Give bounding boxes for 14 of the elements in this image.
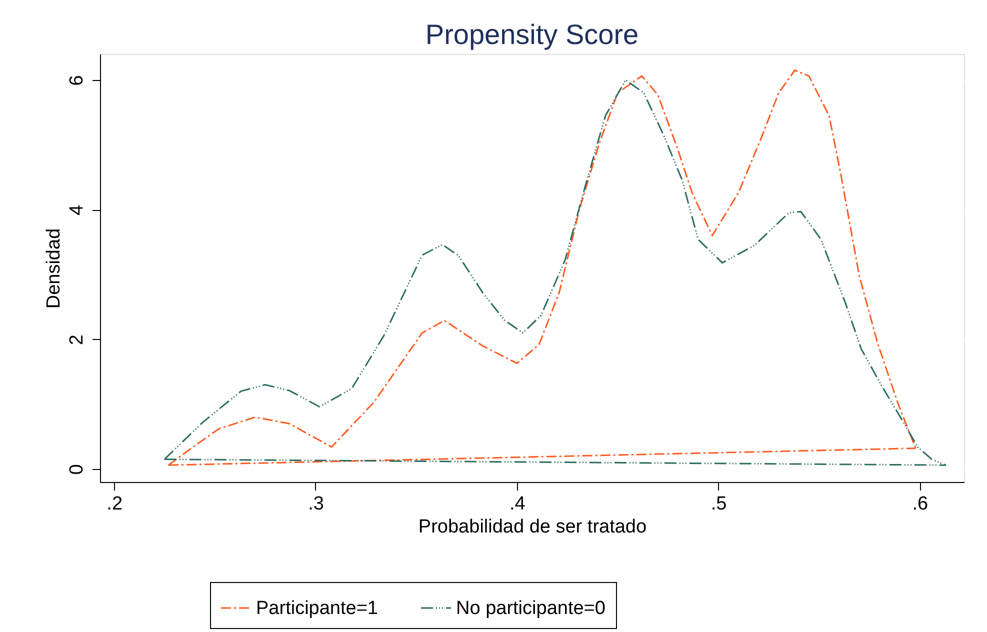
chart-title: Propensity Score: [425, 19, 639, 50]
y-tick-label: 6: [66, 75, 88, 86]
x-tick-label: .3: [308, 494, 324, 514]
x-tick-label: .2: [106, 494, 123, 514]
legend-label: No participante=0: [456, 598, 606, 619]
x-tick-label: .5: [710, 494, 727, 514]
x-axis-title: Probabilidad de ser tratado: [418, 516, 647, 538]
y-tick-label: 0: [66, 464, 88, 475]
y-axis-title: Densidad: [44, 228, 64, 309]
legend-label: Participante=1: [256, 598, 378, 619]
y-tick-label: 2: [66, 334, 88, 346]
x-tick-label: .6: [912, 494, 928, 514]
y-tick-label: 4: [66, 204, 88, 216]
x-tick-label: .4: [509, 494, 526, 514]
